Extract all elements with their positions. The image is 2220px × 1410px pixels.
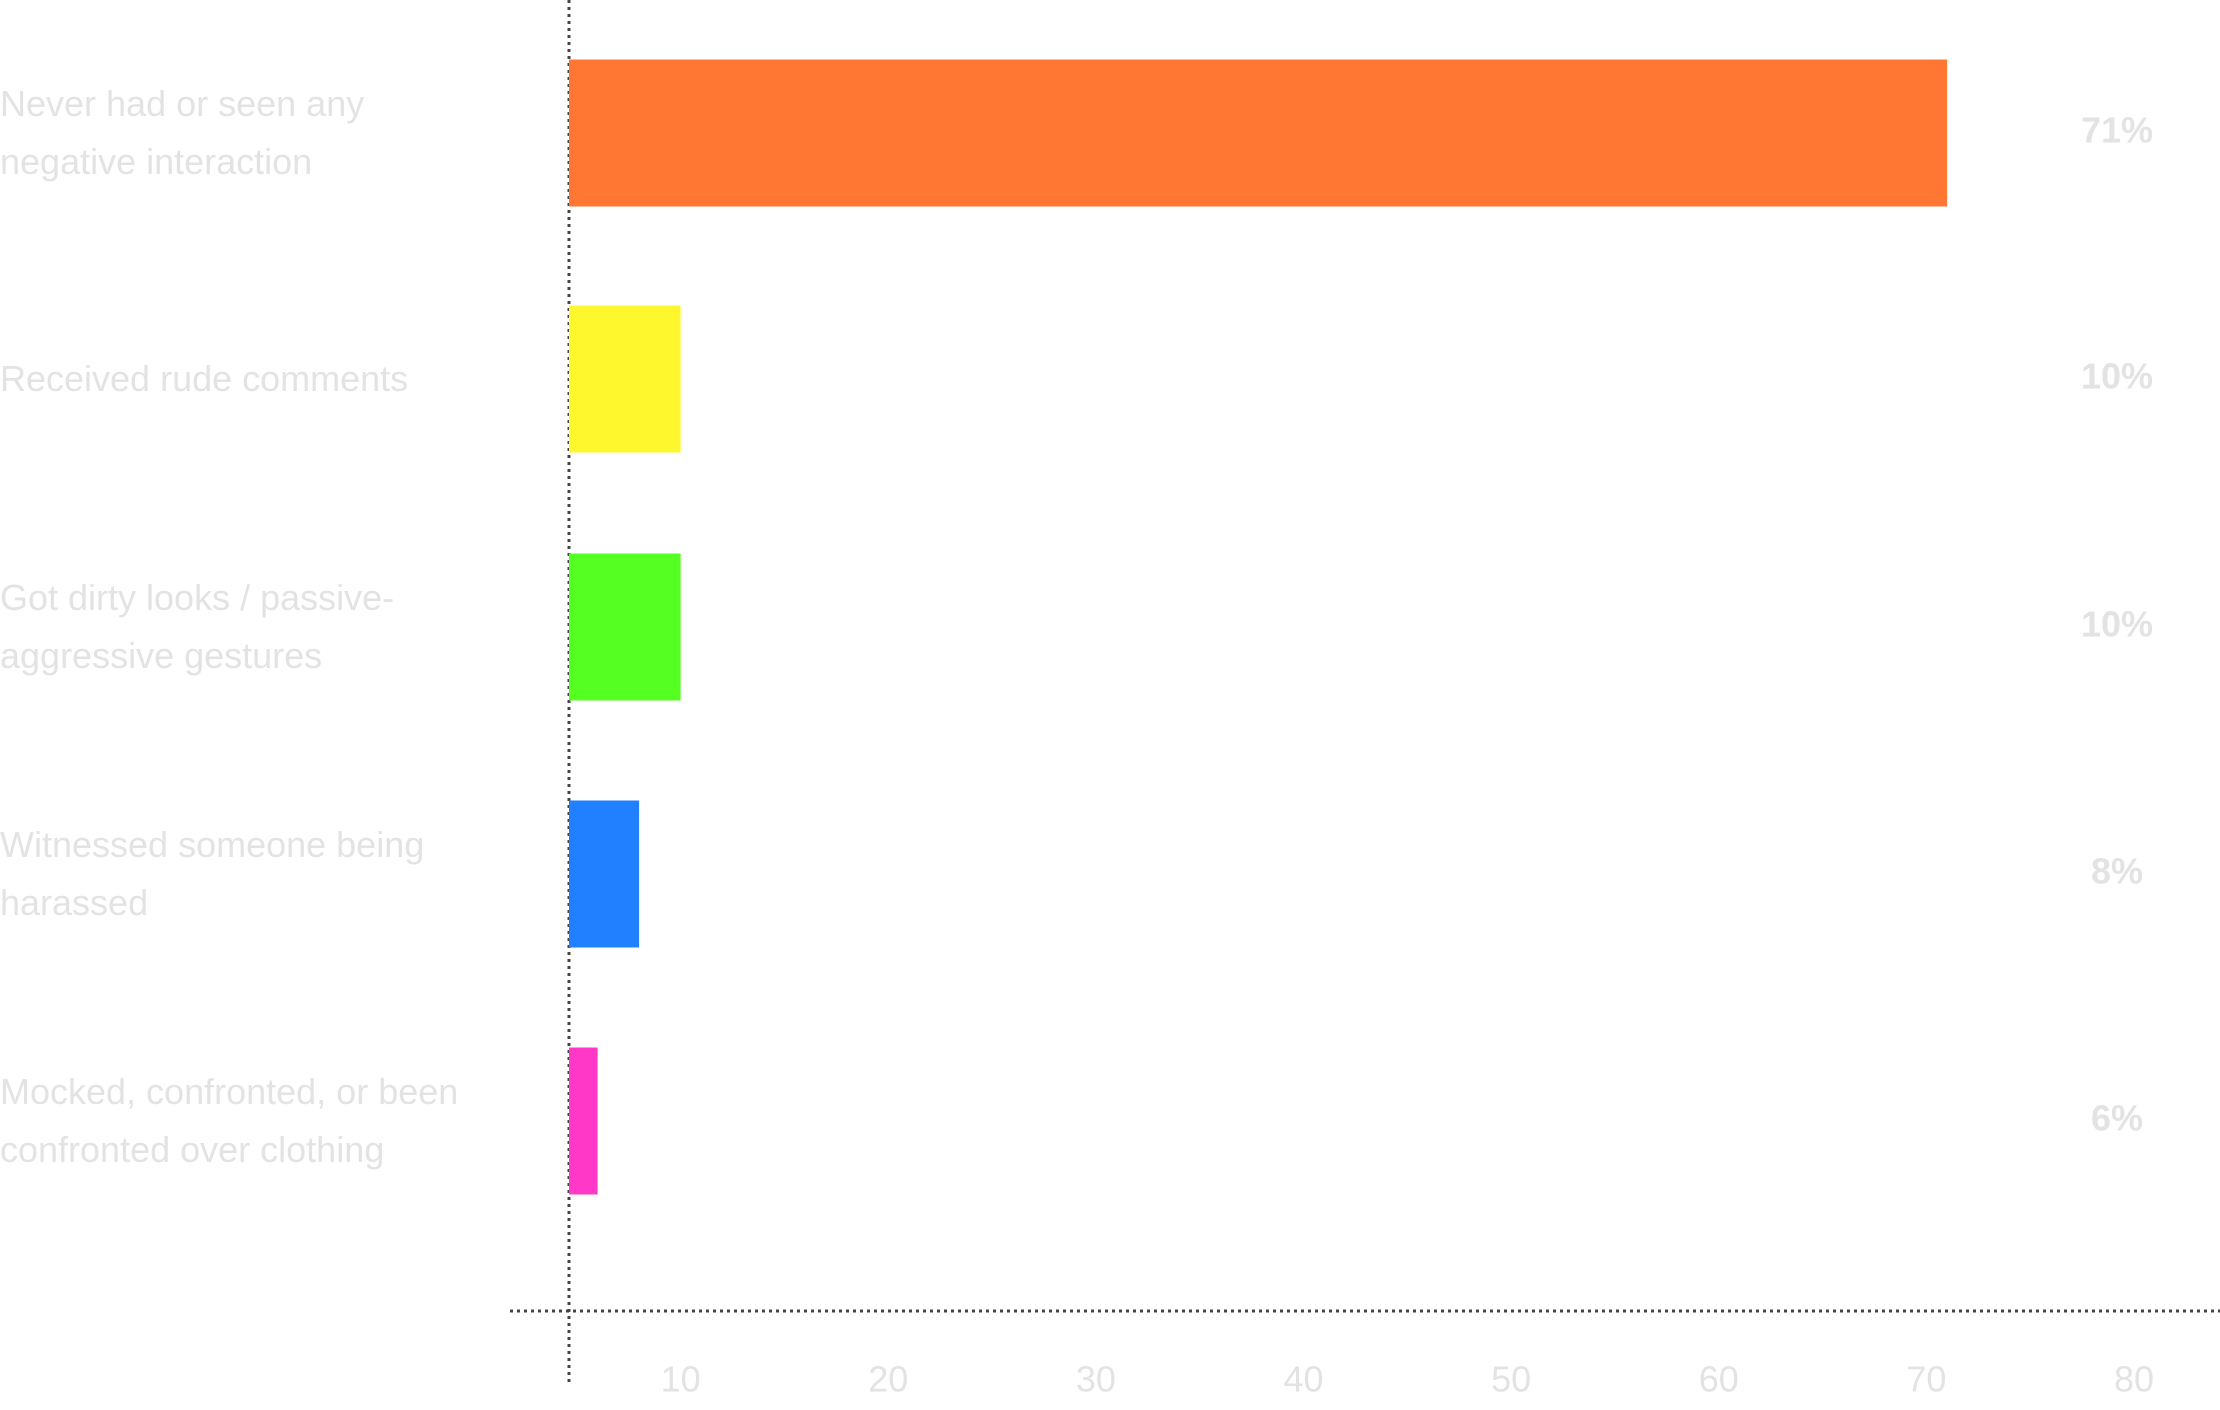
x-tick-label: 10 — [661, 1359, 701, 1400]
category-label: Got dirty looks / passive-aggressive ges… — [0, 577, 395, 676]
x-tick-label: 70 — [1906, 1359, 1946, 1400]
value-label: 10% — [2081, 604, 2153, 645]
category-label: Mocked, confronted, or been confronted o… — [0, 1071, 459, 1170]
category-label: Never had or seen any negative interacti… — [0, 83, 365, 182]
bar — [569, 553, 681, 701]
x-tick-label: 20 — [868, 1359, 908, 1400]
value-label: 10% — [2081, 356, 2153, 397]
value-label: 6% — [2091, 1098, 2143, 1139]
bar — [569, 800, 640, 948]
value-label: 8% — [2091, 851, 2143, 892]
category-label: Witnessed someone being harassed — [0, 824, 425, 923]
bar — [569, 1047, 598, 1195]
bar — [569, 305, 681, 453]
x-tick-label: 60 — [1699, 1359, 1739, 1400]
value-label: 71% — [2081, 110, 2153, 151]
x-tick-label: 80 — [2114, 1359, 2154, 1400]
x-tick-label: 30 — [1076, 1359, 1116, 1400]
category-label: Received rude comments — [0, 358, 409, 399]
bar — [569, 59, 1948, 207]
x-tick-label: 40 — [1283, 1359, 1323, 1400]
x-tick-label: 50 — [1491, 1359, 1531, 1400]
